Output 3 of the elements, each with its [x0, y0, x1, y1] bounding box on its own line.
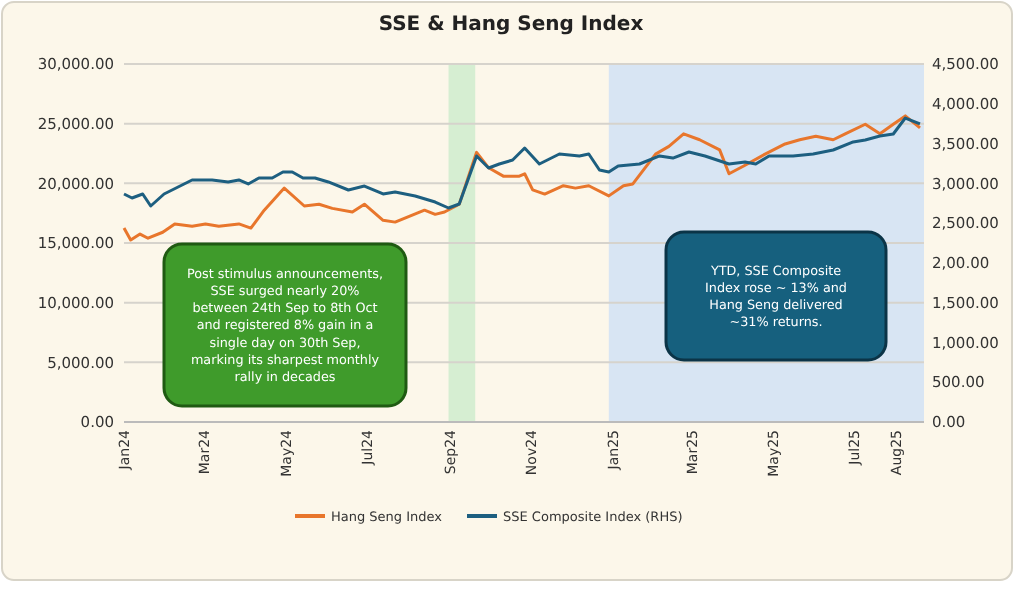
- line-series: [122, 116, 922, 210]
- chart-title: SSE & Hang Seng Index: [378, 14, 645, 36]
- line-series: [122, 114, 922, 242]
